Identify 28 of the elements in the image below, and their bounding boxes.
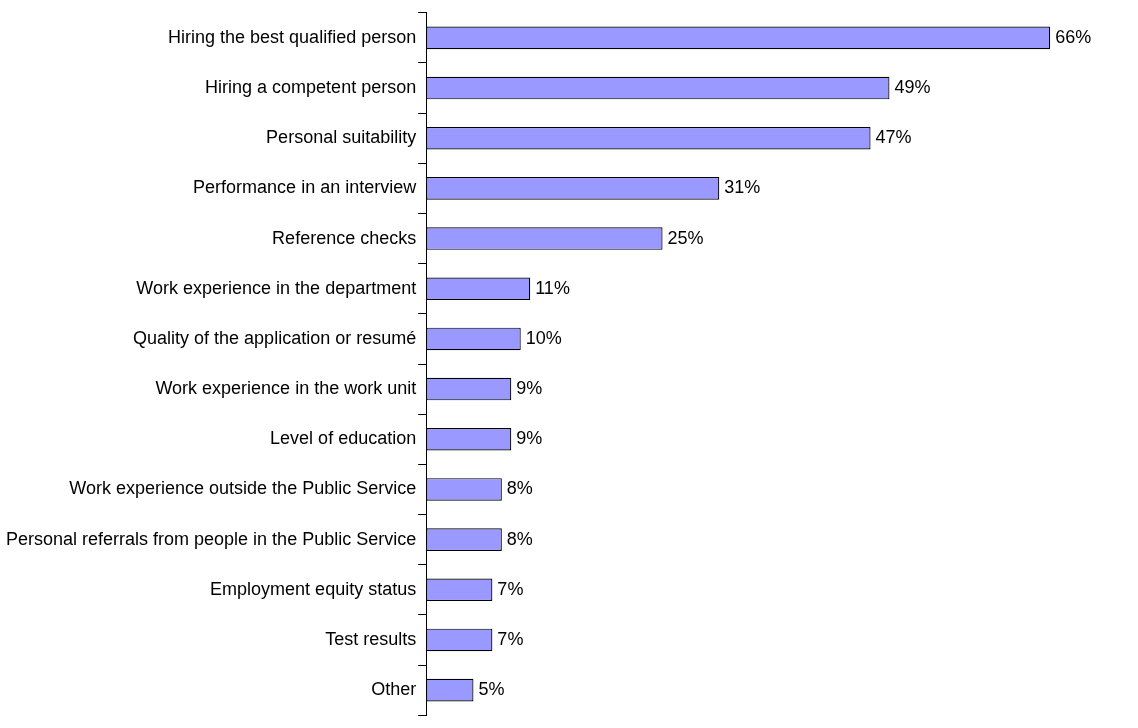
data-label: 10%	[525, 327, 562, 348]
data-label: 9%	[516, 428, 543, 449]
data-label: 11%	[535, 277, 570, 298]
y-tick-label: Work experience outside the Public Service	[69, 478, 417, 499]
y-tick-label: Employment equity status	[210, 578, 417, 599]
data-label: 9%	[516, 378, 543, 399]
y-tick-label: Work experience in the department	[136, 277, 417, 298]
y-tick-label: Hiring a competent person	[205, 77, 417, 98]
data-label: 8%	[506, 478, 533, 499]
data-label: 66%	[1055, 26, 1092, 47]
y-tick-label: Test results	[325, 628, 417, 649]
data-label: 8%	[506, 528, 533, 549]
data-label: 47%	[875, 127, 912, 148]
y-tick-label: Level of education	[270, 428, 417, 449]
y-tick-label: Personal referrals from people in the Public Service	[5, 528, 417, 549]
y-tick-label: Performance in an interview	[193, 177, 418, 198]
y-tick-label: Other	[371, 679, 417, 700]
data-label: 49%	[894, 77, 931, 98]
y-tick-label: Reference checks	[272, 227, 417, 248]
data-label: 5%	[478, 679, 505, 700]
data-label: 7%	[497, 628, 524, 649]
data-label: 25%	[667, 227, 704, 248]
y-tick-label: Personal suitability	[266, 127, 417, 148]
y-tick-label: Work experience in the work unit	[155, 378, 417, 399]
data-label: 31%	[724, 177, 761, 198]
y-tick-label: Quality of the application or resumé	[133, 327, 417, 348]
y-tick-label: Hiring the best qualified person	[168, 26, 417, 47]
data-label: 7%	[497, 578, 524, 599]
